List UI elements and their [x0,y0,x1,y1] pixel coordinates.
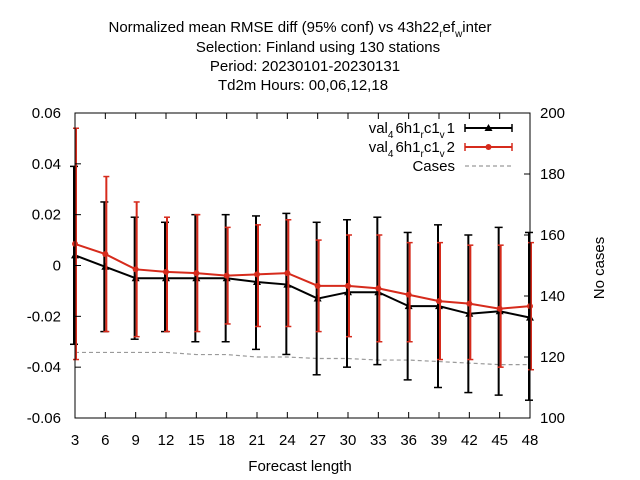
title-line-2: Selection: Finland using 130 stations [196,39,440,56]
y-tick-label: 0.06 [32,105,61,122]
y2-axis-label: No cases [591,237,608,300]
title-inter: inter [462,19,491,36]
series-line [74,242,531,310]
series-2 [72,127,534,371]
legend-marker [485,144,492,150]
y-tick-label: -0.06 [27,410,61,427]
y-tick-label: 0.04 [32,156,61,173]
title-ef: ef [443,19,456,36]
data-point [132,266,139,273]
y2-tick-label: 100 [540,410,565,427]
x-tick-label: 30 [340,432,357,449]
y-tick-label: 0.02 [32,207,61,224]
legend-marker [484,124,493,131]
y-tick-label: -0.02 [27,308,61,325]
data-point [102,251,109,258]
x-tick-label: 45 [491,432,508,449]
series-layer [70,127,534,401]
title-line-4: Td2m Hours: 00,06,12,18 [218,77,388,94]
x-tick-label: 24 [279,432,296,449]
ticks [74,112,531,419]
x-tick-label: 27 [309,432,326,449]
y2-tick-label: 200 [540,105,565,122]
x-tick-label: 15 [188,432,205,449]
data-point [375,285,382,292]
y-tick-label: -0.04 [27,359,61,376]
legend-samples [464,124,513,167]
y2-tick-label: 120 [540,349,565,366]
legend-label-series-2: val4 6h1rc1v 2 [369,139,455,160]
y-tick-label: 0 [53,258,61,275]
x-tick-label: 48 [522,432,539,449]
x-tick-label: 12 [158,432,175,449]
data-point [163,268,169,275]
x-tick-label: 18 [218,432,235,449]
data-point [223,272,230,279]
y2-tick-label: 180 [540,166,565,183]
x-tick-label: 39 [431,432,448,449]
y2-tick-labels: 100 120 140 160 180 200 [540,105,565,427]
title-subscript-r: r [439,29,443,40]
chart-title: Normalized mean RMSE diff (95% conf) vs … [109,19,492,94]
y-tick-labels: -0.06 -0.04 -0.02 0 0.02 0.04 0.06 [27,105,61,427]
data-point [466,300,473,307]
x-tick-label: 6 [101,432,109,449]
data-point [314,282,321,289]
x-tick-label: 33 [370,432,387,449]
x-tick-label: 3 [71,432,79,449]
data-point [345,282,351,289]
x-tick-labels: 3 6 9 12 15 18 21 24 27 30 33 36 39 42 45 48 [71,432,539,449]
title-line-1: Normalized mean RMSE diff (95% conf) vs … [109,19,492,40]
x-axis-label: Forecast length [248,458,351,475]
y2-tick-label: 140 [540,288,565,305]
plot-frame [74,112,531,419]
data-point [496,305,503,312]
legend-label-cases: Cases [412,158,455,175]
x-tick-label: 21 [249,432,266,449]
cases-series [75,351,530,366]
x-tick-label: 9 [131,432,139,449]
data-point [193,270,200,277]
data-point [284,270,291,277]
cases-line [75,351,530,366]
data-point [405,291,412,298]
title-subscript-w: w [454,29,463,40]
legend: val4 6h1rc1v 1 val4 6h1rc1v 2 Cases [369,120,513,175]
data-point [436,298,442,305]
data-point [254,271,260,278]
legend-label-series-1: val4 6h1rc1v 1 [369,120,455,141]
y2-tick-label: 160 [540,227,565,244]
series-line [74,254,531,319]
x-tick-label: 36 [400,432,417,449]
x-tick-label: 42 [461,432,478,449]
title-line-3: Period: 20230101-20230131 [210,58,400,75]
